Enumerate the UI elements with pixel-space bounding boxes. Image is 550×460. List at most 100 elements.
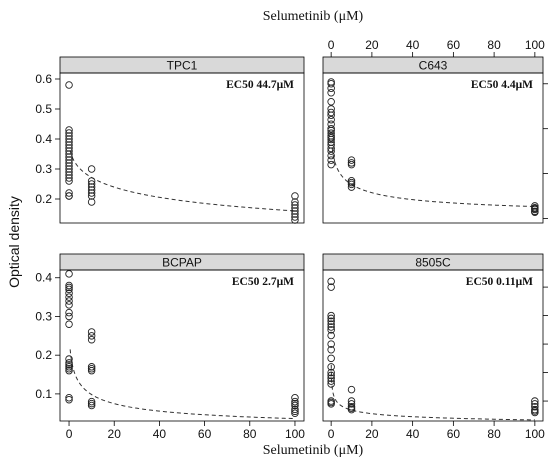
data-point <box>327 371 335 380</box>
data-point <box>327 151 335 160</box>
data-point <box>291 216 299 224</box>
data-point <box>327 277 335 286</box>
data-point <box>87 186 96 194</box>
data-point <box>327 108 335 117</box>
data-point <box>87 165 96 173</box>
x-tick-label: 80 <box>487 38 501 52</box>
data-point <box>531 208 539 216</box>
data-point <box>327 111 335 119</box>
y-axis-title: Optical density <box>6 196 22 288</box>
data-point <box>65 281 73 290</box>
data-point <box>65 159 73 167</box>
fit-curve <box>330 364 535 421</box>
bottom-axis-title: Selumetinib (μM) <box>263 443 364 458</box>
data-point <box>65 289 73 297</box>
data-point <box>327 326 335 334</box>
data-point <box>327 135 335 144</box>
x-tick-label: 0 <box>328 427 335 441</box>
data-point <box>347 178 356 187</box>
data-point <box>87 180 96 188</box>
data-point <box>65 171 73 179</box>
fit-curve <box>69 349 295 420</box>
panel-frame <box>322 269 544 422</box>
panel-title: BCPAP <box>162 256 202 270</box>
data-point <box>65 366 73 375</box>
data-point <box>65 162 73 170</box>
data-point <box>291 405 299 414</box>
data-point <box>291 409 299 418</box>
data-point <box>327 97 335 106</box>
data-point <box>87 366 96 375</box>
panel-frame <box>59 269 305 422</box>
data-point <box>327 311 335 320</box>
data-point <box>327 340 335 348</box>
data-point <box>65 135 73 143</box>
data-point <box>347 160 356 169</box>
y-tick-label: 0.4 <box>35 271 52 285</box>
data-point <box>65 174 73 182</box>
x-tick-label: 100 <box>525 427 545 441</box>
data-point <box>347 159 356 167</box>
panel-title: TPC1 <box>167 59 198 73</box>
data-point <box>327 346 335 354</box>
data-point <box>65 355 73 363</box>
data-point <box>347 156 356 164</box>
data-point <box>327 363 335 371</box>
x-tick-label: 20 <box>108 427 122 441</box>
x-tick-label: 20 <box>365 427 379 441</box>
data-point <box>65 359 73 367</box>
data-point <box>327 368 335 377</box>
data-point <box>347 405 356 414</box>
fit-curve <box>331 147 535 208</box>
data-point <box>291 399 299 408</box>
y-tick-label: 0.2 <box>35 192 52 206</box>
data-point <box>291 394 299 402</box>
data-point <box>291 213 299 221</box>
data-point <box>65 320 73 328</box>
data-point <box>65 394 73 402</box>
data-point <box>327 380 335 388</box>
data-point <box>327 133 335 142</box>
data-point <box>327 160 335 169</box>
panel-bcpap: BCPAP 0.1 0.2 0.3 0.4 0 20 40 60 80 100 EC50 2.7μM <box>35 253 305 441</box>
data-point <box>327 314 335 323</box>
data-point <box>327 126 335 135</box>
data-point <box>347 385 356 394</box>
x-tick-label: 100 <box>285 427 305 441</box>
data-point <box>327 323 335 331</box>
data-point <box>87 183 96 191</box>
data-point <box>65 192 73 200</box>
data-point <box>327 147 335 155</box>
data-point <box>291 397 299 406</box>
ec50-label: EC50 0.11μM <box>466 276 533 288</box>
data-point <box>327 89 335 97</box>
data-point <box>65 132 73 140</box>
data-point <box>327 374 335 383</box>
ec50-label: EC50 4.4μM <box>471 79 533 91</box>
data-point <box>65 177 73 185</box>
data-point <box>65 168 73 176</box>
panel-title: C643 <box>419 59 448 73</box>
data-point <box>291 407 299 416</box>
x-tick-label: 0 <box>328 38 335 52</box>
data-point <box>65 312 73 321</box>
data-point <box>327 377 335 385</box>
data-point <box>327 320 335 328</box>
data-point <box>347 400 356 408</box>
x-tick-label: 80 <box>243 427 257 441</box>
ec50-label: EC50 44.7μM <box>226 79 294 91</box>
data-point <box>65 81 73 89</box>
fit-curve <box>69 150 295 212</box>
data-point <box>327 317 335 326</box>
data-point <box>65 144 73 152</box>
y-tick-label: 0.1 <box>35 387 52 401</box>
data-point <box>87 177 96 185</box>
data-point <box>347 397 356 405</box>
panel-tpc1: TPC1 0.2 0.3 0.4 0.5 0.6 EC50 44.7μM <box>35 56 305 224</box>
data-point <box>327 80 335 88</box>
data-point <box>531 400 539 408</box>
data-point <box>291 201 299 209</box>
